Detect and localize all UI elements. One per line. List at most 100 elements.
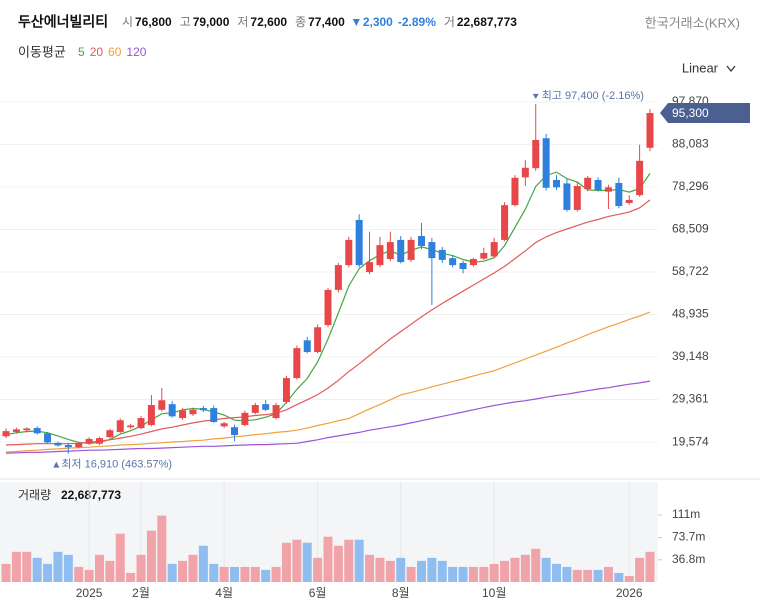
candle-body: [158, 400, 166, 410]
volume-bar: [572, 569, 582, 582]
volume-bar: [63, 554, 73, 582]
candle-body: [407, 239, 415, 260]
candle-body: [604, 187, 612, 192]
ma-line: [5, 199, 651, 446]
stat-label: 시: [122, 15, 133, 29]
volume-bar: [219, 566, 229, 582]
low-marker: 최저 16,910 (463.57%): [61, 458, 172, 471]
candle-body: [262, 404, 270, 410]
volume-bar: [635, 557, 645, 582]
volume-bar: [1, 563, 11, 582]
stock-name: 두산에너빌리티: [18, 14, 108, 30]
volume-bar: [126, 572, 136, 582]
volume-bar: [302, 542, 312, 582]
ma-line: [5, 380, 651, 454]
candle-body: [366, 262, 374, 273]
candle-body: [210, 408, 218, 422]
volume-bar: [552, 563, 562, 582]
volume-bar: [74, 566, 84, 582]
scale-selector[interactable]: Linear: [682, 60, 719, 75]
y-tick-label: 88,083: [672, 137, 709, 151]
volume-bar: [261, 569, 271, 582]
x-tick-label: 2025: [76, 586, 103, 600]
y-tick-label: 78,296: [672, 179, 709, 193]
candle-body: [625, 199, 633, 203]
candle-body: [54, 442, 62, 446]
volume-bar: [365, 554, 375, 582]
candle-body: [95, 438, 103, 444]
volume-bar: [583, 569, 593, 582]
volume-title: 거래량: [18, 488, 51, 502]
volume-bar: [458, 566, 468, 582]
volume-bar: [84, 569, 94, 582]
volume-bar: [624, 575, 634, 582]
x-tick-label: 2026: [616, 586, 643, 600]
volume-bar: [510, 557, 520, 582]
volume-bar: [541, 557, 551, 582]
volume-bar: [645, 551, 655, 582]
y-tick-label: 68,509: [672, 222, 709, 236]
candle-body: [459, 262, 467, 270]
volume-bar: [115, 533, 125, 582]
candle-body: [542, 138, 550, 188]
candle-body: [241, 412, 249, 426]
candle-body: [438, 249, 446, 260]
candle-body: [179, 410, 187, 419]
candle-body: [386, 242, 394, 260]
volume-bar: [22, 551, 32, 582]
candle-body: [85, 438, 93, 444]
change-value: 2,300: [363, 15, 393, 29]
candle-body: [137, 418, 145, 429]
candle-body: [594, 179, 602, 190]
volume-bar: [489, 563, 499, 582]
candle-body: [251, 405, 259, 413]
dropdown-chevron[interactable]: [726, 65, 736, 73]
candle-body: [553, 179, 561, 188]
candle-body: [469, 259, 477, 266]
volume-bar: [240, 566, 250, 582]
volume-bar: [136, 554, 146, 582]
volume-bar: [468, 566, 478, 582]
candle-body: [480, 252, 488, 259]
volume-bar: [344, 539, 354, 582]
candle-body: [44, 433, 52, 443]
volume-bar: [385, 560, 395, 582]
volume-bar: [520, 554, 530, 582]
candle-body: [33, 428, 41, 434]
legend-entry: 120: [126, 45, 146, 59]
change-pct: -2.89%: [398, 15, 436, 29]
candle-body: [64, 445, 72, 448]
stat-value: 22,687,773: [457, 15, 517, 29]
volume-bar: [53, 551, 63, 582]
ma-title: 이동평균: [18, 44, 66, 59]
volume-bar: [593, 569, 603, 582]
volume-bar: [531, 548, 541, 582]
volume-bar: [500, 560, 510, 582]
volume-tick-label: 36.8m: [672, 552, 705, 566]
candle-body: [116, 420, 124, 432]
x-tick-label: 6월: [309, 586, 327, 600]
volume-bar: [333, 545, 343, 582]
y-tick-label: 58,722: [672, 264, 709, 278]
volume-bar: [375, 557, 385, 582]
candle-body: [449, 258, 457, 266]
y-tick-label: 48,935: [672, 307, 709, 321]
candle-body: [532, 139, 540, 169]
candle-body: [334, 265, 342, 290]
stat-value: 72,600: [250, 15, 287, 29]
candle-body: [231, 427, 239, 436]
high-marker-arrow: [532, 93, 539, 99]
candle-body: [355, 219, 363, 266]
candle-body: [490, 242, 498, 257]
y-tick-label: 19,574: [672, 434, 709, 448]
ma-line: [5, 311, 651, 453]
volume-bar: [406, 566, 416, 582]
stat-value: 79,000: [193, 15, 230, 29]
x-tick-label: 8월: [392, 586, 410, 600]
candle-body: [376, 245, 384, 266]
legend-entry: 5: [78, 45, 85, 59]
candle-body: [282, 378, 290, 402]
volume-bar: [11, 551, 21, 582]
candle-body: [521, 167, 529, 178]
